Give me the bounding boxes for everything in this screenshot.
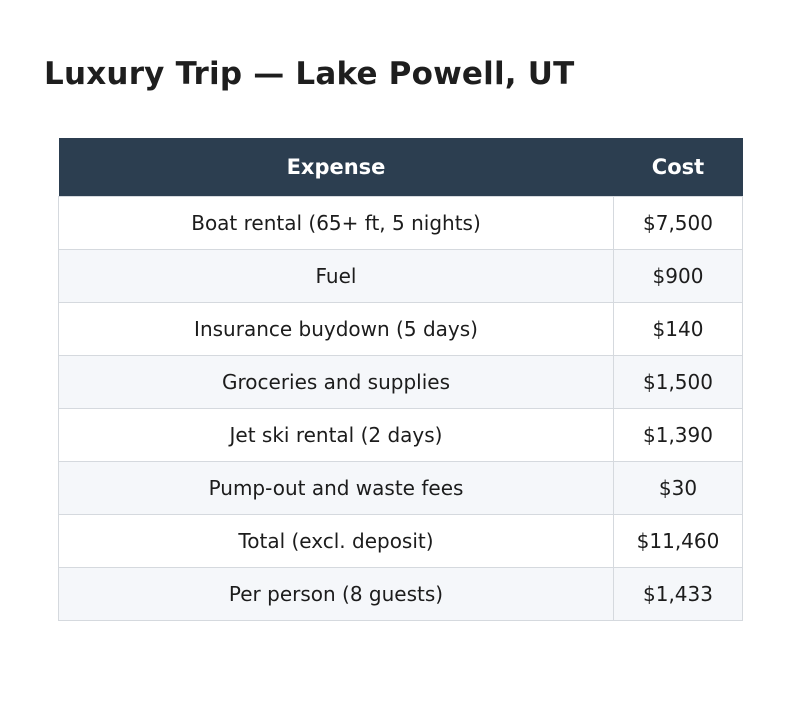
column-header-expense: Expense bbox=[58, 138, 614, 197]
table-row: Jet ski rental (2 days) $1,390 bbox=[58, 408, 743, 462]
column-header-cost: Cost bbox=[613, 138, 743, 197]
table-row-total: Total (excl. deposit) $11,460 bbox=[58, 514, 743, 568]
cost-cell: $1,500 bbox=[613, 355, 743, 409]
table-row: Insurance buydown (5 days) $140 bbox=[58, 302, 743, 356]
header-row: Expense Cost bbox=[58, 138, 743, 197]
expense-cell: Boat rental (65+ ft, 5 nights) bbox=[58, 196, 614, 250]
cost-cell: $7,500 bbox=[613, 196, 743, 250]
expense-cell: Insurance buydown (5 days) bbox=[58, 302, 614, 356]
table-row: Boat rental (65+ ft, 5 nights) $7,500 bbox=[58, 196, 743, 250]
table-row-per-person: Per person (8 guests) $1,433 bbox=[58, 567, 743, 621]
expense-cell: Total (excl. deposit) bbox=[58, 514, 614, 568]
cost-cell: $1,433 bbox=[613, 567, 743, 621]
table-body: Boat rental (65+ ft, 5 nights) $7,500 Fu… bbox=[58, 196, 743, 621]
cost-cell: $140 bbox=[613, 302, 743, 356]
table-row: Groceries and supplies $1,500 bbox=[58, 355, 743, 409]
expense-cell: Jet ski rental (2 days) bbox=[58, 408, 614, 462]
cost-cell: $11,460 bbox=[613, 514, 743, 568]
table-row: Fuel $900 bbox=[58, 249, 743, 303]
page-title: Luxury Trip — Lake Powell, UT bbox=[44, 56, 575, 92]
expense-cell: Per person (8 guests) bbox=[58, 567, 614, 621]
expense-cell: Fuel bbox=[58, 249, 614, 303]
expense-cell: Groceries and supplies bbox=[58, 355, 614, 409]
table-header: Expense Cost bbox=[58, 138, 743, 197]
cost-cell: $1,390 bbox=[613, 408, 743, 462]
cost-cell: $30 bbox=[613, 461, 743, 515]
expense-cell: Pump-out and waste fees bbox=[58, 461, 614, 515]
cost-cell: $900 bbox=[613, 249, 743, 303]
table-row: Pump-out and waste fees $30 bbox=[58, 461, 743, 515]
expense-table: Expense Cost Boat rental (65+ ft, 5 nigh… bbox=[58, 138, 743, 621]
